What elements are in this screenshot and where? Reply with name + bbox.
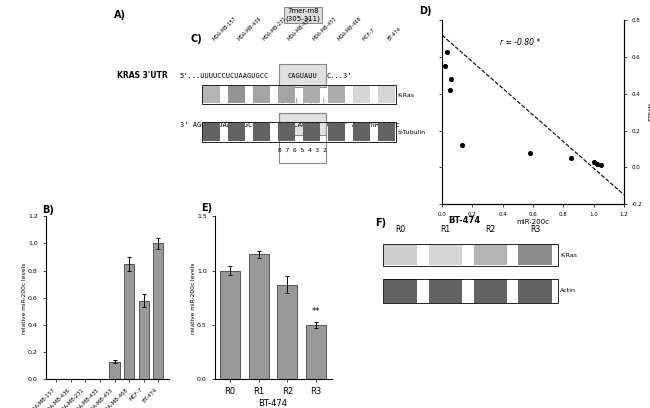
Text: |: | xyxy=(322,98,324,103)
Text: U  5': U 5' xyxy=(327,122,348,128)
Text: |: | xyxy=(289,98,290,103)
Text: MCF-7: MCF-7 xyxy=(361,27,376,41)
Text: 8 7 6 5 4 3 2: 8 7 6 5 4 3 2 xyxy=(278,148,327,153)
Text: |: | xyxy=(295,98,297,103)
Y-axis label: relative miR-200c levels: relative miR-200c levels xyxy=(21,262,27,333)
Bar xyxy=(353,86,370,103)
Bar xyxy=(429,245,461,265)
Point xyxy=(441,49,452,55)
Text: MDA-MB-157: MDA-MB-157 xyxy=(212,16,237,41)
Text: MDA-MB-468: MDA-MB-468 xyxy=(337,16,362,41)
Bar xyxy=(384,245,417,265)
Bar xyxy=(253,123,270,141)
Text: GUCAUAAA: GUCAUAAA xyxy=(286,122,320,128)
Text: C): C) xyxy=(191,34,203,44)
Text: **: ** xyxy=(312,307,320,316)
Text: BT-474: BT-474 xyxy=(448,216,481,225)
Text: hsa-miR-200c: hsa-miR-200c xyxy=(352,122,400,128)
Text: MDA-MB-435: MDA-MB-435 xyxy=(287,16,313,41)
Y-axis label: K-Ras: K-Ras xyxy=(645,103,650,122)
Bar xyxy=(203,86,220,103)
Bar xyxy=(383,279,558,304)
Point xyxy=(445,87,455,93)
Text: |: | xyxy=(316,98,317,103)
Text: 5'...UUUUCCUCUAAGUGCC: 5'...UUUUCCUCUAAGUGCC xyxy=(180,73,269,79)
Text: BT-474: BT-474 xyxy=(386,26,402,41)
Text: KRAS 3'UTR: KRAS 3'UTR xyxy=(117,71,168,80)
Bar xyxy=(278,285,298,379)
Bar xyxy=(429,279,461,303)
Bar xyxy=(473,245,507,265)
Point xyxy=(566,155,576,161)
Text: Actin: Actin xyxy=(560,288,576,293)
Bar xyxy=(138,301,149,379)
Text: r = -0.80 *: r = -0.80 * xyxy=(500,38,540,47)
Bar xyxy=(124,264,134,379)
Text: R3: R3 xyxy=(530,225,540,234)
Bar xyxy=(202,122,396,142)
FancyBboxPatch shape xyxy=(280,113,326,135)
Text: A): A) xyxy=(114,10,126,20)
Bar xyxy=(378,86,395,103)
Bar xyxy=(383,244,558,266)
Text: E): E) xyxy=(201,203,213,213)
Bar xyxy=(248,254,268,379)
Bar xyxy=(328,86,345,103)
Bar xyxy=(109,362,120,379)
Bar xyxy=(384,279,417,303)
Text: |: | xyxy=(281,98,283,103)
Bar xyxy=(518,245,551,265)
Text: α-Tubulin: α-Tubulin xyxy=(398,129,426,135)
Bar xyxy=(378,123,395,141)
Text: C...3': C...3' xyxy=(327,73,352,79)
Bar xyxy=(303,86,320,103)
Text: 3' AGGUAGUAAUGGGCCC: 3' AGGUAGUAAUGGGCCC xyxy=(180,122,261,128)
Bar xyxy=(253,86,270,103)
Text: MDA-MB-436: MDA-MB-436 xyxy=(237,16,263,41)
Bar xyxy=(306,325,326,379)
Point xyxy=(446,76,456,82)
Bar xyxy=(278,123,295,141)
Text: R0: R0 xyxy=(395,225,406,234)
Bar xyxy=(303,123,320,141)
Bar xyxy=(518,279,551,303)
FancyBboxPatch shape xyxy=(280,64,326,86)
X-axis label: BT-474: BT-474 xyxy=(259,399,287,408)
Text: CAGUAUU: CAGUAUU xyxy=(288,73,318,79)
Bar xyxy=(203,123,220,141)
Point xyxy=(456,142,467,149)
Bar xyxy=(220,271,240,379)
Text: 7mer-m8
(305-311): 7mer-m8 (305-311) xyxy=(285,8,320,22)
Bar xyxy=(278,86,295,103)
Text: K-Ras: K-Ras xyxy=(398,93,415,98)
Point xyxy=(525,149,535,156)
Bar xyxy=(473,279,507,303)
Text: D): D) xyxy=(419,6,432,16)
Text: F): F) xyxy=(375,218,386,228)
Bar xyxy=(202,85,396,104)
Y-axis label: relative miR-200c levels: relative miR-200c levels xyxy=(190,262,196,333)
Text: MDA-MB-453: MDA-MB-453 xyxy=(311,16,337,41)
Point xyxy=(440,63,450,70)
Text: B): B) xyxy=(42,205,53,215)
Bar xyxy=(228,123,245,141)
Text: |: | xyxy=(309,98,311,103)
X-axis label: miR-200c: miR-200c xyxy=(517,220,549,225)
Point xyxy=(596,162,606,169)
Text: MDA-MB-231: MDA-MB-231 xyxy=(261,16,287,41)
Text: R2: R2 xyxy=(485,225,495,234)
Point xyxy=(592,160,602,167)
Text: K-Ras: K-Ras xyxy=(560,253,577,257)
Text: R1: R1 xyxy=(440,225,450,234)
Text: |: | xyxy=(302,98,304,103)
Bar xyxy=(328,123,345,141)
Bar xyxy=(153,244,163,379)
Point xyxy=(588,158,599,165)
Bar xyxy=(228,86,245,103)
Bar xyxy=(353,123,370,141)
